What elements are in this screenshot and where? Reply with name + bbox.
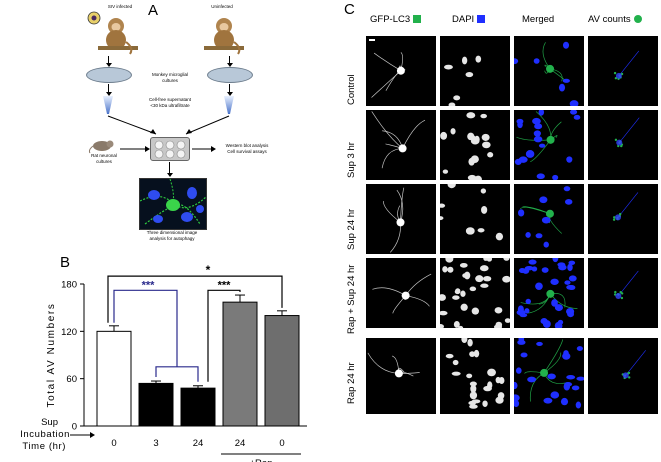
- uninfected-tube-icon: [224, 96, 234, 114]
- sig-bracket-2: [107, 275, 283, 323]
- micrograph-merged-row-3: [514, 254, 584, 330]
- av-legend-circle: [633, 15, 642, 23]
- arrow-dish-to-tube-left: [105, 84, 112, 96]
- siv-label: SIV infected: [107, 4, 133, 9]
- micrograph-gfp-row-1: [366, 110, 436, 180]
- micrograph-av-row-0: [588, 36, 658, 106]
- imaging-label: Three dimensional image analysis for aut…: [146, 230, 198, 241]
- arrow-dish-to-tube-right: [226, 84, 233, 96]
- sig-label-2: *: [206, 263, 211, 277]
- col-header-av: AV counts: [588, 14, 642, 25]
- micrograph-av-row-1: [588, 110, 658, 180]
- y-tick-label-1: 60: [66, 374, 77, 385]
- dapi-legend-square: [477, 15, 486, 23]
- micrograph-gfp-row-2: [366, 184, 436, 254]
- y-tick-label-3: 180: [61, 280, 77, 291]
- micrograph-av-row-2: [588, 184, 658, 254]
- assay-label: Western blot analysis Cell survival assa…: [225, 143, 269, 154]
- rat-label: Rat neuronal cultures: [91, 153, 117, 164]
- bar-1: [138, 382, 174, 427]
- bar-4: [264, 315, 300, 427]
- arrow-uninf-to-dish: [226, 56, 233, 67]
- arrow-plate-to-assay: [192, 146, 216, 152]
- micrograph-grid: [366, 36, 658, 414]
- micrograph-dapi-row-4: [440, 335, 510, 414]
- y-axis-label: Total AV Numbers: [46, 303, 57, 408]
- well-plate-icon: [150, 137, 190, 161]
- supernatant-label: Cell-free supernatant <30 kDa ultrafiltr…: [148, 97, 192, 108]
- col-header-merged: Merged: [522, 14, 555, 25]
- micrograph-merged-row-4: [511, 335, 585, 414]
- x-tick-label-3: 24: [235, 438, 246, 449]
- uninfected-monkey-group: Uninfected: [200, 4, 260, 55]
- panel-a-letter: A: [148, 2, 159, 19]
- micrograph-merged-row-1: [514, 108, 584, 181]
- converging-arrows: [107, 115, 230, 135]
- sig-bracket-0: [113, 289, 178, 367]
- y-tick-label-2: 120: [61, 327, 77, 338]
- arrow-rat-to-plate: [120, 146, 150, 152]
- col-header-gfp: GFP-LC3: [370, 14, 422, 25]
- sig-subbracket-0: [155, 366, 199, 382]
- arrow-siv-to-dish: [105, 56, 112, 67]
- xaxis-arrow-icon: [70, 432, 95, 438]
- uninfected-label: Uninfected: [211, 4, 233, 9]
- micrograph-dapi-row-2: [436, 180, 510, 254]
- sig-label-1: ***: [218, 279, 232, 291]
- row-label-sup3: Sup 3 hr: [346, 142, 357, 178]
- rat-icon: [88, 140, 114, 154]
- xaxis-label-line-2: Incubation: [20, 429, 70, 440]
- panel-b-letter: B: [60, 254, 71, 271]
- bar-2: [180, 387, 216, 427]
- siv-monkey-group: SIV infected: [80, 4, 140, 55]
- micrograph-gfp-row-3: [366, 258, 436, 328]
- panel-c-letter: C: [344, 1, 355, 18]
- microglia-label: Monkey microglial cultures: [151, 72, 188, 83]
- micrograph-av-row-3: [588, 258, 658, 328]
- x-tick-label-2: 24: [193, 438, 204, 449]
- autophagy-3d-image: [139, 178, 207, 230]
- micrograph-av-row-4: [588, 338, 658, 414]
- row-label-rap-sup24: Rap + Sup 24 hr: [346, 264, 357, 334]
- bar-0: [96, 330, 132, 427]
- micrograph-dapi-row-1: [440, 110, 510, 183]
- micrograph-merged-row-2: [514, 184, 584, 254]
- gfp-legend-square: [413, 15, 422, 23]
- micrograph-dapi-row-0: [440, 36, 510, 108]
- bar-3: [222, 301, 258, 427]
- siv-tube-icon: [103, 96, 113, 114]
- siv-monkey-icon: [87, 11, 138, 55]
- siv-culture-dish-icon: [86, 67, 132, 83]
- xaxis-label-line-3: Time (hr): [22, 441, 66, 452]
- micrograph-gfp-row-0: [366, 36, 436, 106]
- x-tick-label-1: 3: [153, 438, 158, 449]
- row-label-sup24: Sup 24 hr: [346, 208, 357, 250]
- rap-group-label: +Rap: [250, 458, 273, 462]
- xaxis-label-line-1: Sup: [41, 417, 58, 428]
- micrograph-dapi-row-3: [436, 255, 511, 330]
- row-label-control: Control: [346, 74, 357, 105]
- y-tick-label-0: 0: [72, 422, 77, 433]
- micrograph-merged-row-0: [510, 36, 584, 108]
- uninfected-monkey-icon: [204, 18, 244, 55]
- row-label-rap24: Rap 24 hr: [346, 362, 357, 404]
- sig-bracket-1: [207, 289, 241, 382]
- x-tick-label-4: 0: [279, 438, 284, 449]
- arrow-plate-to-image: [166, 162, 173, 177]
- micrograph-gfp-row-4: [366, 338, 436, 414]
- col-header-dapi: DAPI: [452, 14, 486, 25]
- uninfected-culture-dish-icon: [207, 67, 253, 83]
- sig-label-0: ***: [142, 279, 156, 291]
- x-tick-label-0: 0: [111, 438, 116, 449]
